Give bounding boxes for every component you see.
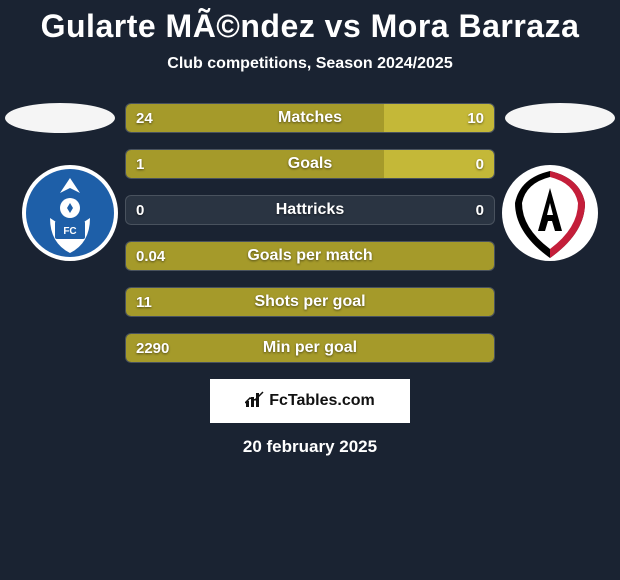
- left-crest-shadow: [5, 103, 115, 133]
- svg-text:FC: FC: [63, 226, 76, 237]
- right-crest-shadow: [505, 103, 615, 133]
- stat-row: 11Shots per goal: [125, 287, 495, 317]
- stat-row: 00Hattricks: [125, 195, 495, 225]
- stat-label: Shots per goal: [126, 288, 494, 316]
- stat-label: Matches: [126, 104, 494, 132]
- season-subtitle: Club competitions, Season 2024/2025: [0, 55, 620, 73]
- stat-row: 10Goals: [125, 149, 495, 179]
- chart-icon: [245, 391, 265, 412]
- stat-row: 2410Matches: [125, 103, 495, 133]
- footer-date: 20 february 2025: [0, 437, 620, 457]
- comparison-title: Gularte MÃ©ndez vs Mora Barraza: [0, 0, 620, 45]
- stat-bars-container: 2410Matches 10Goals 00Hattricks 0.04Goals p…: [125, 103, 495, 363]
- right-team-crest: [500, 163, 600, 263]
- stat-label: Goals per match: [126, 242, 494, 270]
- stat-row: 2290Min per goal: [125, 333, 495, 363]
- stat-label: Hattricks: [126, 196, 494, 224]
- left-team-crest: FC: [20, 163, 120, 263]
- comparison-area: FC 2410Matches 10Goals 00Hattricks 0.04Goal…: [0, 103, 620, 363]
- fctables-brand: FcTables.com: [210, 379, 410, 423]
- stat-row: 0.04Goals per match: [125, 241, 495, 271]
- brand-text: FcTables.com: [269, 392, 375, 410]
- stat-label: Goals: [126, 150, 494, 178]
- puebla-crest-icon: FC: [20, 163, 120, 263]
- stat-label: Min per goal: [126, 334, 494, 362]
- atlas-crest-icon: [500, 163, 600, 263]
